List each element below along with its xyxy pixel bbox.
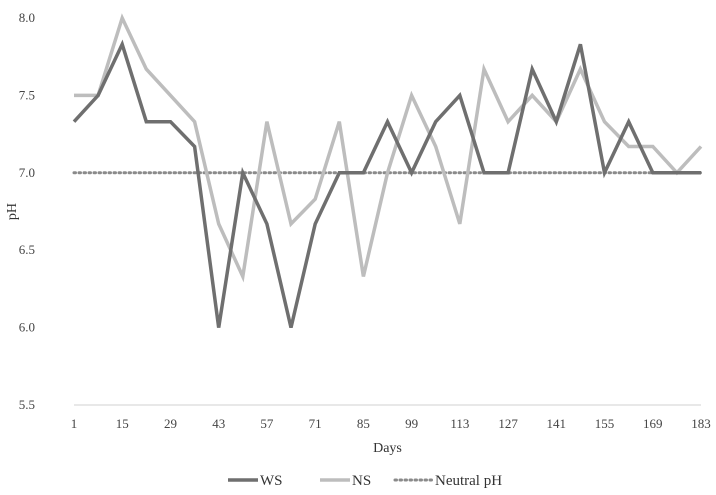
x-tick-label: 155 xyxy=(595,416,615,431)
y-tick-label: 6.0 xyxy=(19,320,35,335)
series-layer xyxy=(72,13,703,328)
y-axis-ticks: 8.0 7.5 7.0 6.5 6.0 5.5 xyxy=(19,10,35,412)
x-tick-label: 169 xyxy=(643,416,663,431)
y-tick-label: 5.5 xyxy=(19,397,35,412)
series-line-ns xyxy=(74,13,703,283)
x-tick-label: 85 xyxy=(357,416,370,431)
y-axis-title: pH xyxy=(5,203,20,220)
x-tick-label: 29 xyxy=(164,416,177,431)
y-tick-label: 8.0 xyxy=(19,10,35,25)
legend-label-ns: NS xyxy=(352,473,371,489)
x-tick-label: 71 xyxy=(309,416,322,431)
x-tick-label: 183 xyxy=(691,416,711,431)
x-tick-label: 127 xyxy=(498,416,518,431)
legend-label-neutral-ph: Neutral pH xyxy=(435,473,502,489)
x-tick-label: 141 xyxy=(547,416,567,431)
x-tick-label: 15 xyxy=(116,416,129,431)
x-tick-label: 57 xyxy=(260,416,274,431)
x-tick-label: 99 xyxy=(405,416,418,431)
series-line-ws xyxy=(72,39,701,328)
legend: WS NS Neutral pH xyxy=(228,473,502,489)
legend-label-ws: WS xyxy=(260,473,283,489)
x-axis-title: Days xyxy=(373,441,402,456)
x-tick-label: 43 xyxy=(212,416,225,431)
y-tick-label: 7.5 xyxy=(19,87,35,102)
x-tick-label: 1 xyxy=(71,416,78,431)
x-tick-label: 113 xyxy=(450,416,469,431)
y-tick-label: 6.5 xyxy=(19,242,35,257)
x-axis-ticks: 1 15 29 43 57 71 85 99 113 127 141 155 169 183 xyxy=(71,416,711,431)
y-tick-label: 7.0 xyxy=(19,165,35,180)
